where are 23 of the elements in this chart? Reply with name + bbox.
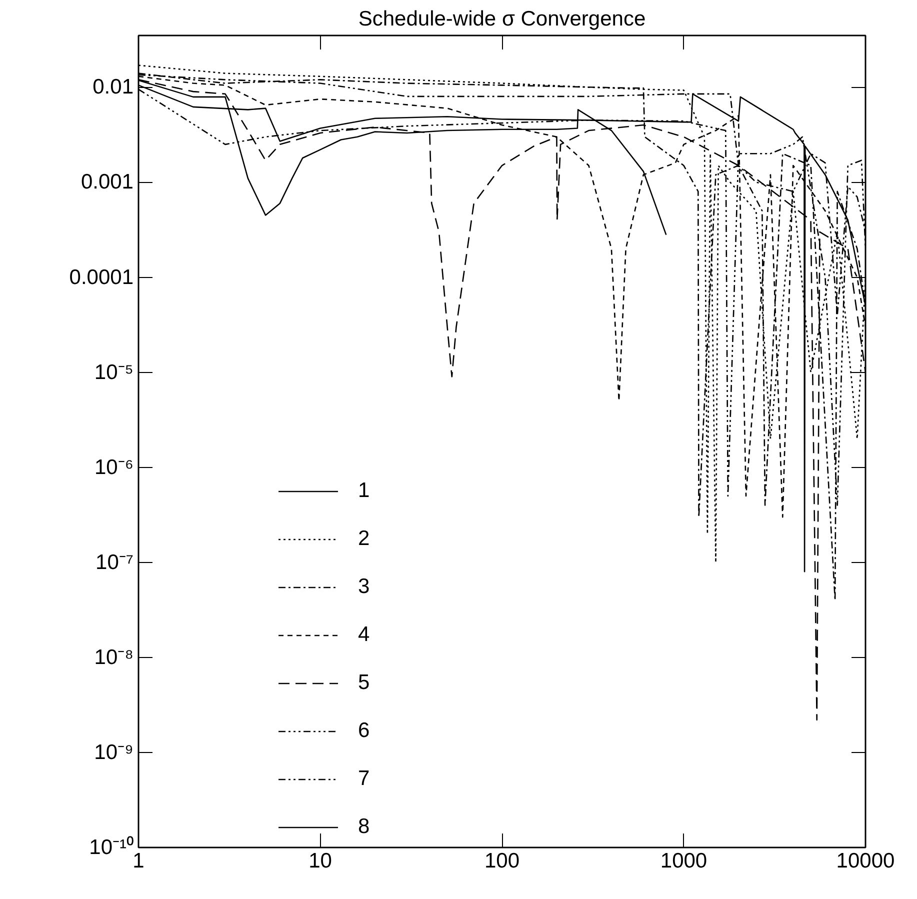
y-tick-label: 10⁻⁹ bbox=[94, 740, 134, 764]
legend-label: 6 bbox=[358, 719, 371, 743]
legend-label: 5 bbox=[358, 671, 371, 695]
legend-label: 3 bbox=[358, 575, 371, 599]
chart-title: Schedule-wide σ Convergence bbox=[358, 8, 646, 30]
y-tick-label: 10⁻⁶ bbox=[94, 456, 134, 479]
x-tick-label: 1 bbox=[132, 850, 144, 872]
legend-label: 8 bbox=[358, 815, 371, 839]
legend-label: 7 bbox=[358, 767, 371, 791]
y-tick-label: 10⁻⁷ bbox=[96, 550, 134, 574]
x-tick-label: 10000 bbox=[836, 850, 895, 872]
x-tick-label: 10 bbox=[308, 850, 332, 872]
x-tick-label: 100 bbox=[484, 850, 520, 872]
y-tick-label: 0.01 bbox=[92, 76, 134, 99]
y-tick-label: 0.001 bbox=[80, 170, 134, 194]
y-tick-label: 10⁻¹⁰ bbox=[89, 836, 134, 859]
y-tick-label: 10⁻⁵ bbox=[94, 360, 134, 384]
legend-label: 2 bbox=[358, 527, 371, 551]
y-tick-label: 10⁻⁸ bbox=[94, 646, 134, 669]
legend-label: 4 bbox=[358, 623, 371, 647]
x-tick-label: 1000 bbox=[660, 850, 708, 872]
y-tick-label: 0.0001 bbox=[69, 266, 134, 289]
legend-label: 1 bbox=[358, 479, 371, 503]
